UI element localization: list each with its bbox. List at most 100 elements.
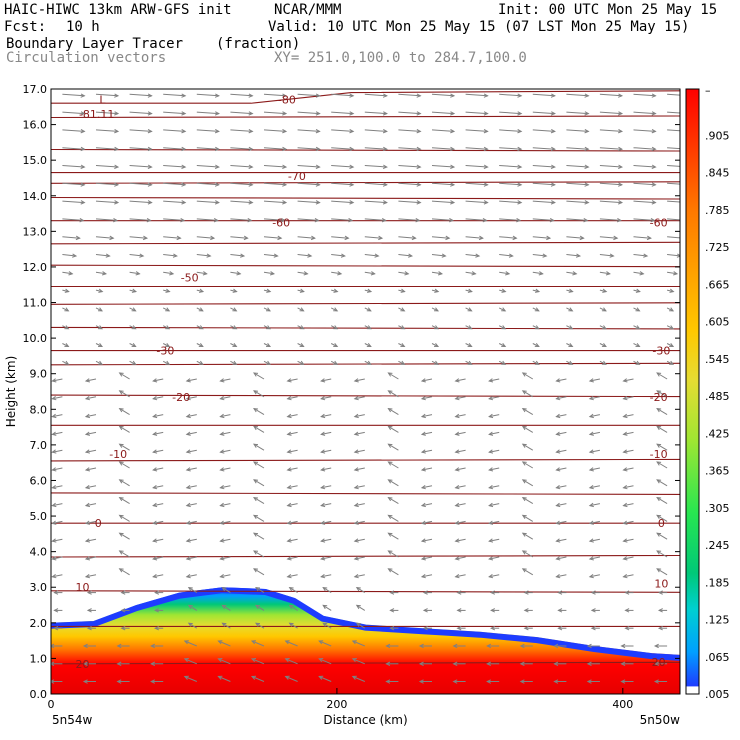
vector-arrow <box>287 556 298 560</box>
vector-arrow-head <box>320 485 326 490</box>
vector-arrow-head <box>355 604 361 610</box>
vector-arrow-head <box>51 574 57 579</box>
vector-arrow <box>220 503 231 507</box>
vector-arrow-head <box>422 590 428 595</box>
vector-arrow <box>455 414 466 418</box>
vector-arrow-head <box>454 574 460 579</box>
vector-arrow <box>656 372 668 380</box>
vector-arrow <box>331 236 349 239</box>
vector-arrow-head <box>320 538 326 543</box>
vector-arrow <box>153 431 164 435</box>
vector-arrow <box>532 254 547 257</box>
vector-arrow <box>465 147 488 150</box>
vector-arrow-head <box>519 679 525 684</box>
vector-arrow <box>287 396 298 400</box>
vector-arrow <box>52 503 63 507</box>
vector-arrow-head <box>152 449 158 454</box>
vector-arrow-head <box>147 164 153 169</box>
vector-arrow <box>321 467 332 471</box>
vector-arrow-head <box>501 360 507 365</box>
vector-arrow-head <box>219 413 225 419</box>
vector-arrow <box>222 604 231 611</box>
vector-arrow <box>119 479 130 487</box>
vector-arrow-head <box>656 550 662 555</box>
vector-arrow <box>321 414 332 418</box>
vector-arrow <box>163 93 186 97</box>
vector-arrow-head <box>51 485 57 490</box>
vector-arrow <box>421 431 433 435</box>
vector-arrow <box>263 182 287 186</box>
vector-arrow <box>253 514 265 522</box>
vector-arrow-head <box>147 93 153 98</box>
vector-arrow <box>218 640 231 647</box>
isotherm-label: 20 <box>652 656 666 669</box>
vector-arrow-head <box>512 235 518 241</box>
valid-time: Valid: 10 UTC Mon 25 May 15 (07 LST Mon … <box>268 19 690 35</box>
vector-arrow-head <box>534 342 540 348</box>
vector-arrow <box>186 414 197 418</box>
vector-arrow <box>188 622 198 629</box>
vector-arrow <box>455 538 466 542</box>
vector-arrow <box>119 532 130 540</box>
vector-arrow <box>364 182 387 186</box>
vector-arrow-head <box>450 182 456 187</box>
vector-arrow-head <box>116 643 122 649</box>
vector-arrow-head <box>454 467 460 472</box>
vector-arrow-head <box>450 146 456 152</box>
vector-arrow-head <box>353 467 359 472</box>
vector-arrow <box>163 111 186 115</box>
vector-arrow-head <box>64 360 70 365</box>
vector-arrow-head <box>452 661 458 666</box>
vector-arrow-head <box>333 360 339 365</box>
vector-arrow <box>556 503 567 507</box>
vector-arrow-head <box>333 307 339 312</box>
vector-arrow-head <box>505 271 511 276</box>
vector-arrow <box>119 390 130 398</box>
vector-arrow-head <box>322 604 328 610</box>
vector-arrow-head <box>118 390 124 395</box>
vector-arrow-head <box>51 449 57 454</box>
vector-arrow <box>532 129 555 132</box>
isotherm-label: -10 <box>650 448 668 461</box>
vector-arrow-head <box>320 396 326 401</box>
vector-arrow-head <box>416 200 422 205</box>
vector-arrow-head <box>601 325 607 330</box>
vector-arrow-head <box>105 253 111 258</box>
vector-arrow-head <box>602 288 608 293</box>
vector-arrow <box>230 147 253 150</box>
init-time: Init: 00 UTC Mon 25 May 15 <box>498 2 718 18</box>
vector-arrow-head <box>635 307 641 312</box>
vector-arrow-head <box>53 590 59 595</box>
vector-arrow <box>287 538 298 542</box>
isotherm-line <box>51 148 680 152</box>
vector-arrow-head <box>255 622 261 627</box>
vector-arrow <box>253 497 265 505</box>
vector-arrow-head <box>366 360 372 365</box>
vector-arrow-head <box>320 467 326 472</box>
vector-arrow <box>129 200 152 204</box>
vector-arrow-head <box>286 485 292 490</box>
vector-arrow <box>455 485 466 489</box>
vector-arrow-head <box>250 675 257 680</box>
vector-arrow <box>321 574 332 578</box>
vector-arrow <box>218 658 231 665</box>
vector-arrow <box>421 414 433 418</box>
x-tick-label: 200 <box>326 698 347 711</box>
vector-arrow <box>398 147 421 150</box>
vector-arrow <box>566 165 589 168</box>
vector-arrow <box>667 111 680 114</box>
colorbar-tick-label: .605 <box>705 316 730 329</box>
vector-arrow-head <box>521 407 527 413</box>
vector-arrow-head <box>219 502 225 508</box>
vector-arrow <box>196 147 219 150</box>
vector-arrow-head <box>601 343 607 348</box>
isotherm-label: 10 <box>654 578 668 591</box>
vector-arrow-head <box>240 253 246 258</box>
vector-arrow-head <box>248 146 254 152</box>
vector-arrow-head <box>555 449 561 454</box>
vector-arrow <box>532 147 555 150</box>
vector-arrow <box>95 271 106 275</box>
vector-arrow <box>388 550 399 558</box>
vector-arrow <box>85 431 97 435</box>
vector-arrow <box>667 254 680 257</box>
